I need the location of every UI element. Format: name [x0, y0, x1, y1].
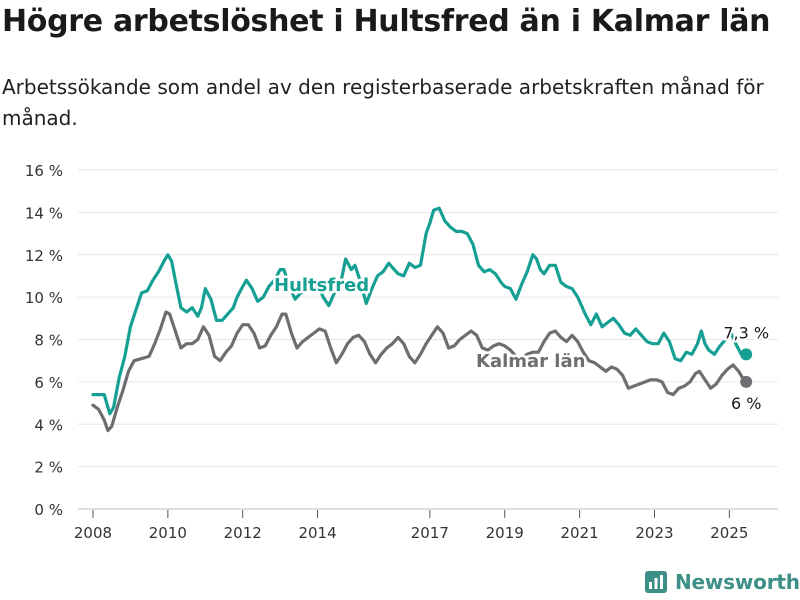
bar-chart-icon	[645, 571, 667, 593]
series-line-hultsfred	[91, 206, 748, 416]
x-axis-ticks: 2008 2010 2012 2014 2017 2019 2021 2023 2025	[74, 510, 748, 542]
series-label-hultsfred: Hultsfred	[274, 275, 369, 296]
y-tick-label: 10 %	[25, 289, 63, 307]
end-value-label-hultsfred: 7,3 %	[723, 323, 769, 342]
x-tick-label: 2025	[710, 524, 748, 542]
y-tick-label: 0 %	[34, 501, 63, 519]
series-label-kalmar: Kalmar län	[476, 351, 585, 372]
y-tick-label: 4 %	[34, 416, 63, 434]
y-tick-label: 16 %	[25, 162, 63, 180]
series-line-kalmar	[91, 310, 748, 433]
y-tick-label: 6 %	[34, 374, 63, 392]
x-tick-label: 2017	[411, 524, 449, 542]
series-lines	[91, 206, 748, 433]
x-tick-label: 2008	[74, 524, 112, 542]
y-axis-ticks: 0 % 2 % 4 % 6 % 8 % 10 % 12 % 14 % 16 %	[25, 162, 63, 519]
x-tick-label: 2014	[298, 524, 336, 542]
brand-name: Newsworthy	[675, 570, 800, 594]
y-tick-label: 2 %	[34, 459, 63, 477]
newsworthy-logo[interactable]: Newsworthy	[645, 566, 800, 598]
y-tick-label: 12 %	[25, 247, 63, 265]
x-tick-label: 2021	[561, 524, 599, 542]
x-tick-label: 2010	[149, 524, 187, 542]
x-tick-label: 2012	[224, 524, 262, 542]
series-labels: Hultsfred Kalmar län 7,3 % 6 %	[272, 273, 772, 415]
x-tick-label: 2019	[486, 524, 524, 542]
end-point-kalmar	[740, 375, 753, 388]
chart-title: Högre arbetslöshet i Hultsfred än i Kalm…	[2, 4, 771, 39]
end-point-hultsfred	[740, 348, 753, 361]
y-tick-label: 8 %	[34, 332, 63, 350]
x-tick-label: 2023	[635, 524, 673, 542]
y-tick-label: 14 %	[25, 204, 63, 222]
end-value-label-kalmar: 6 %	[731, 394, 761, 413]
chart-subtitle: Arbetssökande som andel av den registerb…	[2, 75, 764, 130]
